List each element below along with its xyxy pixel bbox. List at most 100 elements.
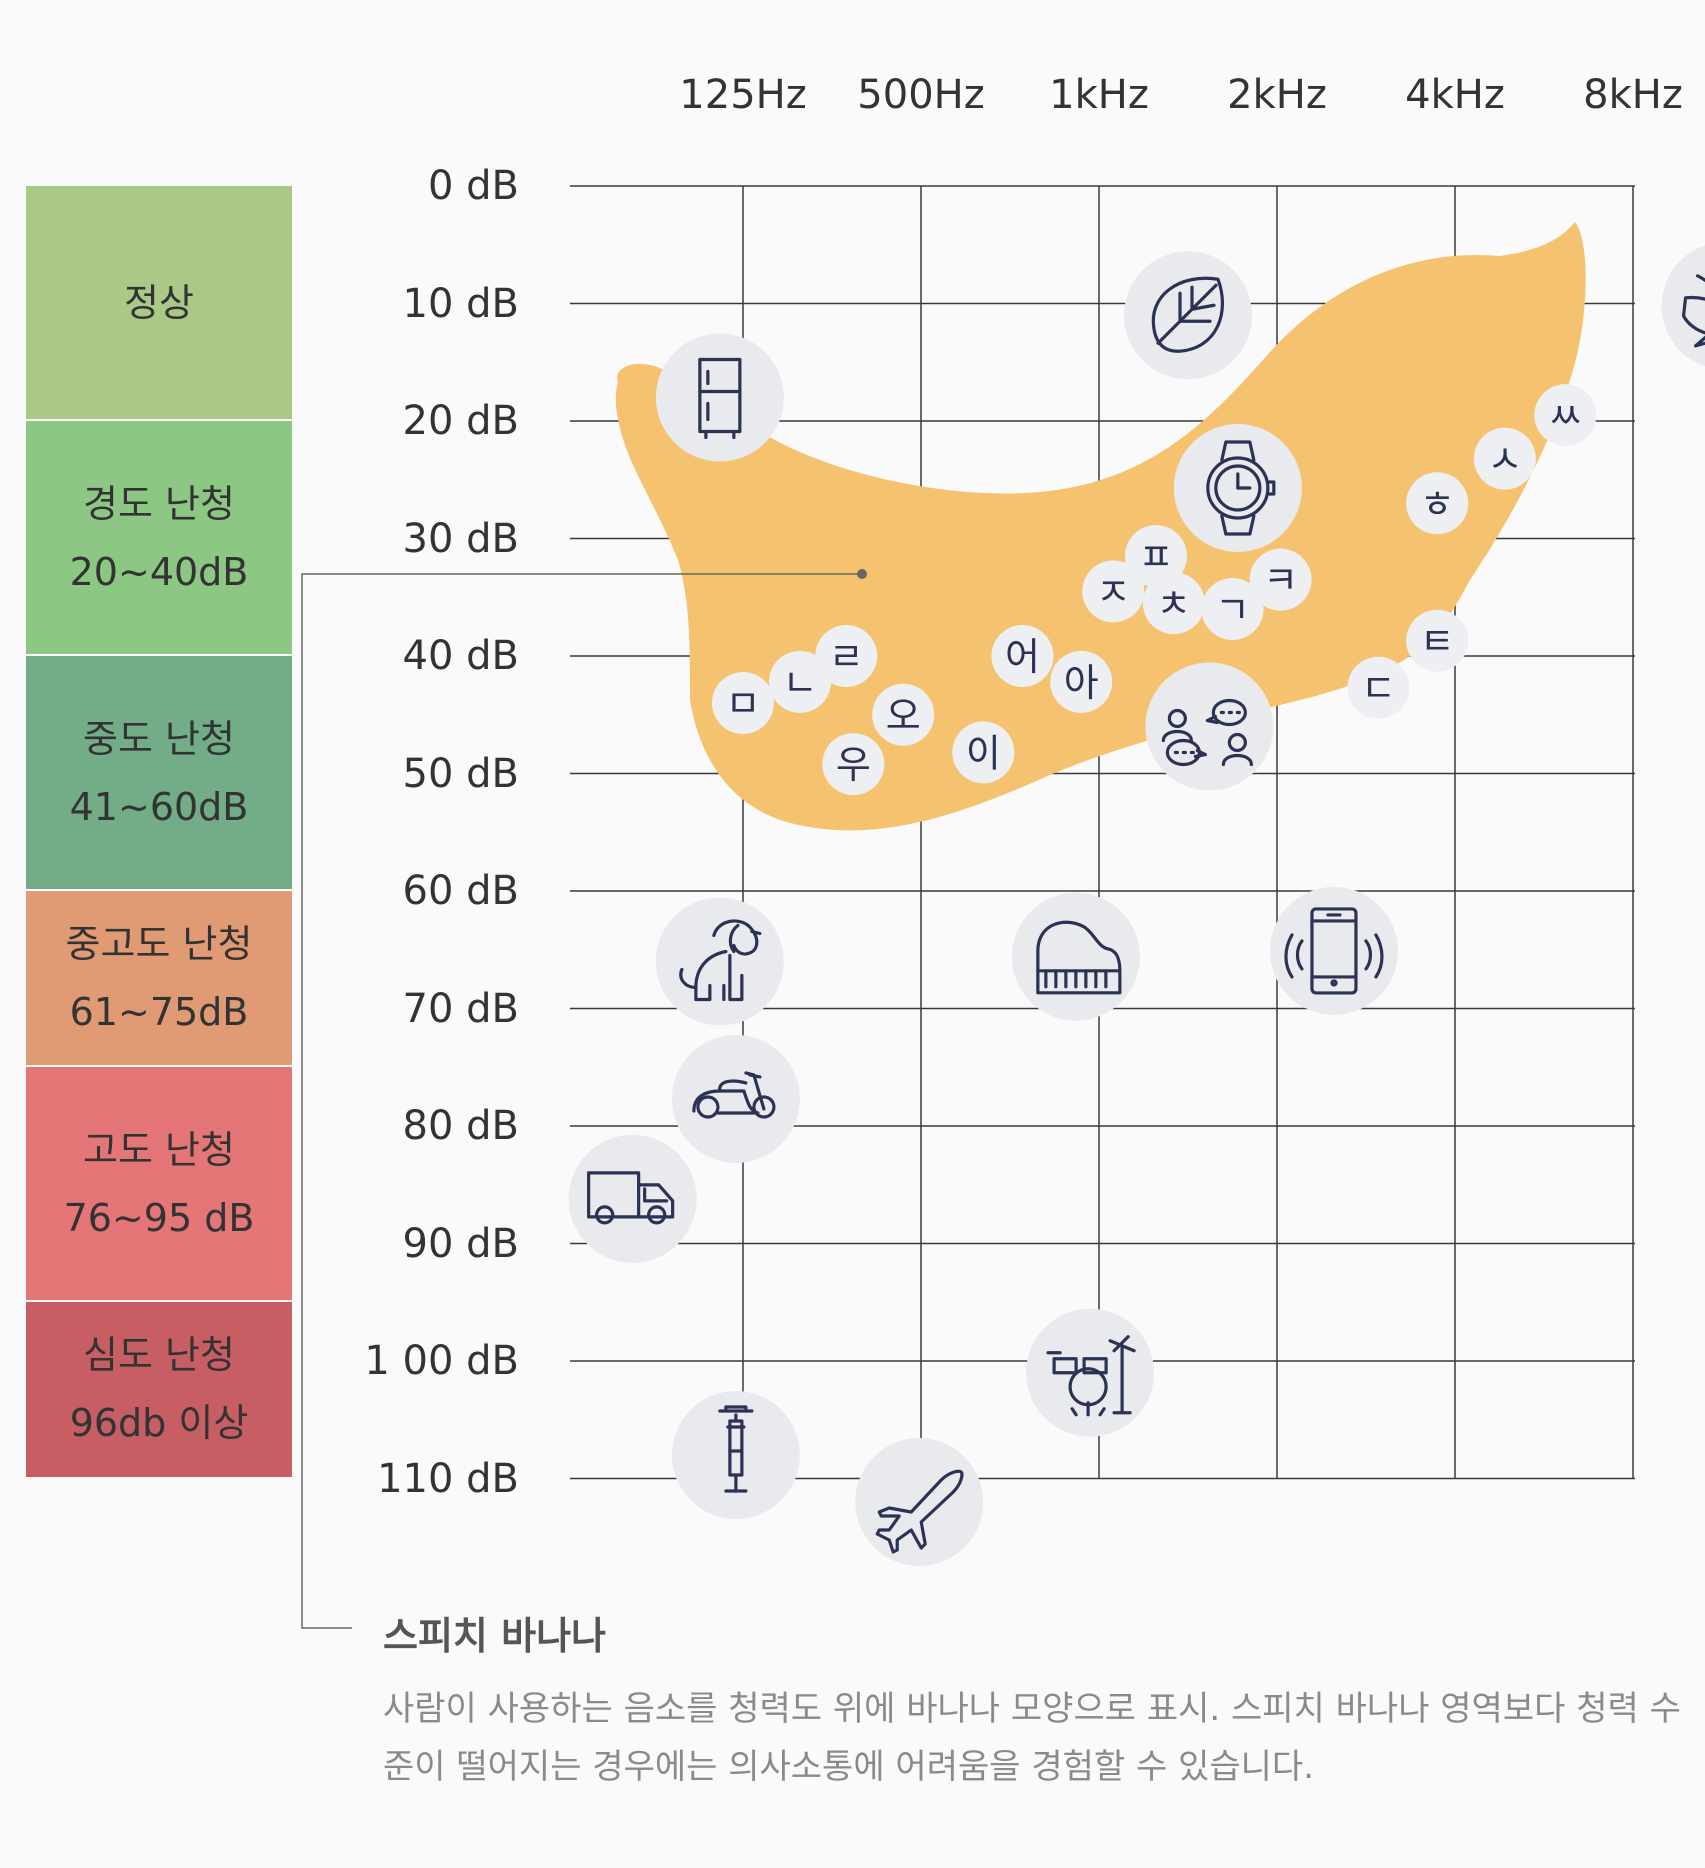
phoneme-bubble: ㄱ — [1201, 578, 1264, 640]
icon-stroke — [1112, 1345, 1132, 1415]
icon-background — [671, 1391, 800, 1519]
phone-icon — [1269, 886, 1398, 1015]
icon-stroke — [1156, 283, 1218, 345]
icon-stroke — [1374, 933, 1384, 979]
icon-stroke — [1214, 464, 1262, 512]
y-tick-label: 20 dB — [402, 398, 519, 444]
hearing-band-range: 61~75dB — [69, 990, 249, 1035]
phoneme-bubble: 이 — [952, 721, 1015, 784]
phoneme-bubble-bg — [1249, 548, 1312, 611]
phoneme-bubble: ㅅ — [1473, 427, 1536, 490]
hearing-band-range: 76~95 dB — [63, 1195, 255, 1240]
icon-stroke — [1267, 480, 1276, 496]
sound-icons — [568, 245, 1705, 1566]
icon-background — [655, 897, 784, 1026]
phoneme-bubble: ㅎ — [1406, 472, 1469, 535]
y-tick-label: 0 dB — [428, 163, 519, 209]
watch-icon — [1173, 423, 1302, 552]
icon-stroke — [1221, 753, 1253, 767]
hearing-band-name: 심도 난청 — [83, 1333, 235, 1378]
icon-stroke — [728, 923, 740, 954]
icon-stroke — [1052, 1357, 1078, 1375]
icon-background — [1011, 892, 1140, 1021]
icon-background — [671, 1034, 800, 1163]
hearing-band: 경도 난청 20~40dB — [26, 421, 292, 654]
phoneme-label: ㅌ — [1420, 620, 1455, 664]
icon-stroke — [692, 1089, 760, 1115]
phoneme-bubble: ㅋ — [1249, 548, 1312, 611]
hearing-band-name: 경도 난청 — [83, 481, 235, 526]
phoneme-bubble: ㅌ — [1406, 609, 1469, 672]
icon-stroke — [728, 953, 744, 1002]
phoneme-bubble-bg — [1082, 560, 1145, 623]
icon-stroke — [1161, 729, 1193, 743]
phoneme-bubble-bg — [1473, 427, 1536, 490]
speech-banana-description: 사람이 사용하는 음소를 청력도 위에 바나나 모양으로 표시. 스피치 바나나… — [383, 1689, 1681, 1787]
phoneme-bubble: 오 — [872, 683, 935, 746]
y-tick-label: 80 dB — [402, 1103, 519, 1149]
phoneme-label: ㅎ — [1420, 482, 1455, 526]
x-tick-label: 4kHz — [1405, 72, 1505, 118]
y-tick-label: 60 dB — [402, 868, 519, 914]
icon-stroke — [595, 1205, 615, 1225]
hearing-band: 정상 — [26, 186, 292, 419]
airplane-icon — [855, 1438, 984, 1566]
phoneme-label: ㅁ — [726, 682, 761, 726]
icon-background — [568, 1134, 697, 1263]
jackhammer-icon — [671, 1391, 800, 1519]
phoneme-label: 우 — [836, 743, 871, 787]
phoneme-bubble-bg — [1050, 650, 1113, 713]
phoneme-label: ㅊ — [1156, 582, 1191, 626]
phoneme-bubble: 어 — [991, 625, 1054, 687]
icon-stroke — [694, 949, 728, 1002]
phoneme-label: ㄱ — [1215, 588, 1250, 632]
y-tick-label: 110 dB — [377, 1455, 519, 1502]
icon-stroke — [1695, 274, 1705, 283]
phoneme-label: ㅈ — [1096, 570, 1131, 614]
icon-stroke — [1205, 714, 1219, 725]
phoneme-bubble-bg — [1534, 384, 1597, 447]
phoneme-bubble-bg — [822, 733, 885, 796]
hearing-band-name: 정상 — [124, 280, 194, 325]
icon-stroke — [1206, 456, 1270, 520]
icon-stroke — [1044, 969, 1108, 989]
x-tick-label: 8kHz — [1583, 72, 1683, 118]
hearing-band-name: 중고도 난청 — [65, 922, 253, 967]
x-tick-label: 500Hz — [857, 72, 985, 118]
icon-background — [1269, 886, 1398, 1015]
phoneme-label: 어 — [1005, 635, 1040, 679]
hearing-band: 심도 난청 96db 이상 — [26, 1302, 292, 1477]
phoneme-bubble: ㄹ — [815, 625, 878, 687]
phoneme-bubble-bg — [952, 721, 1015, 784]
phoneme-bubble: ㅍ — [1124, 525, 1187, 588]
speech-banana-pointer-dot — [857, 569, 867, 579]
phoneme-bubble: ㄴ — [768, 650, 831, 713]
hearing-band-range: 41~60dB — [69, 784, 249, 829]
phoneme-bubble-bg — [1142, 572, 1205, 635]
phoneme-bubble-bg — [1201, 578, 1264, 640]
icon-stroke — [637, 1183, 675, 1219]
icon-stroke — [696, 1095, 720, 1119]
icon-stroke — [1151, 276, 1224, 353]
phoneme-bubble: ㄷ — [1347, 656, 1410, 719]
icon-stroke — [1068, 1367, 1108, 1407]
piano-icon — [1011, 892, 1140, 1021]
phoneme-bubble-bg — [1406, 472, 1469, 535]
phoneme-label: ㄴ — [782, 661, 817, 705]
phoneme-bubble-bg — [1124, 525, 1187, 588]
phoneme-bubble: 우 — [822, 733, 885, 796]
phoneme-bubble-bg — [815, 625, 878, 687]
hearing-band-name: 고도 난청 — [83, 1127, 235, 1172]
y-tick-label: 40 dB — [402, 633, 519, 679]
icon-stroke — [875, 1469, 964, 1554]
icon-stroke — [1330, 979, 1338, 987]
icon-stroke — [1190, 303, 1216, 311]
phoneme-bubble: ㅊ — [1142, 572, 1205, 635]
phoneme-label: 아 — [1064, 661, 1099, 705]
hearing-band-name: 중도 난청 — [83, 716, 235, 761]
icon-stroke — [748, 1073, 762, 1079]
icon-stroke — [643, 1187, 669, 1203]
icon-stroke — [1295, 939, 1304, 971]
phoneme-bubble-bg — [991, 625, 1054, 687]
